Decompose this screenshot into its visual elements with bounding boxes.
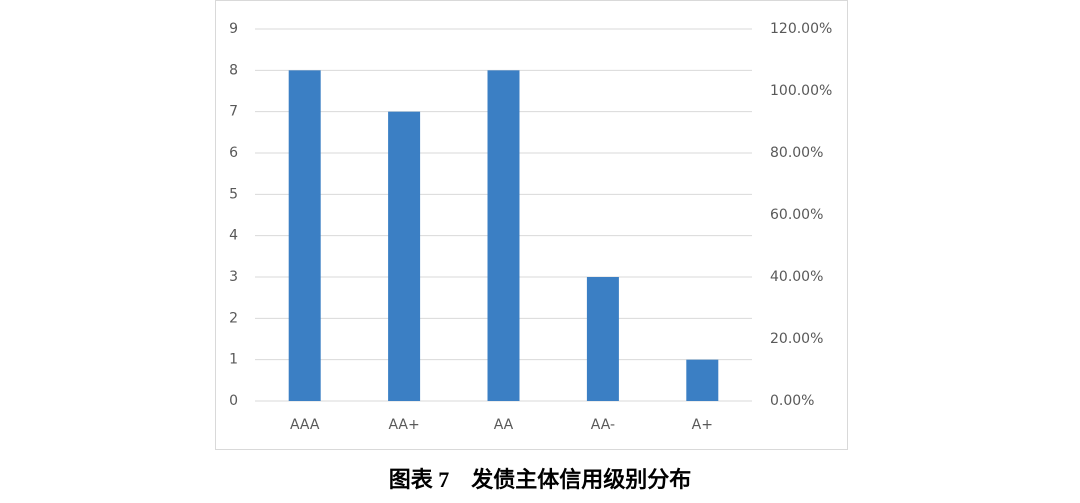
y2-tick-label: 40.00% [770, 269, 823, 285]
y2-tick-label: 0.00% [770, 393, 814, 409]
bar [586, 277, 619, 401]
y-tick-label: 2 [229, 310, 238, 326]
bar [686, 359, 719, 401]
x-tick-label: AA [494, 417, 514, 433]
x-tick-label: A+ [692, 417, 713, 433]
chart-frame [215, 0, 848, 450]
y-tick-label: 4 [229, 228, 238, 244]
y-tick-label: 7 [229, 104, 238, 120]
y2-tick-label: 100.00% [770, 83, 832, 99]
y-tick-label: 6 [229, 145, 238, 161]
x-tick-label: AA- [591, 417, 615, 433]
y-tick-label: 8 [229, 62, 238, 78]
bar [288, 70, 321, 401]
y2-tick-label: 20.00% [770, 331, 823, 347]
y2-tick-label: 60.00% [770, 207, 823, 223]
y-tick-label: 9 [229, 21, 238, 37]
y-tick-label: 5 [229, 186, 238, 202]
bar [388, 111, 421, 402]
chart-title: 图表 7 发债主体信用级别分布 [389, 467, 692, 492]
x-tick-label: AA+ [388, 417, 419, 433]
x-tick-label: AAA [290, 417, 320, 433]
y-tick-label: 1 [229, 352, 238, 368]
y2-tick-label: 120.00% [770, 21, 832, 37]
y2-tick-label: 80.00% [770, 145, 823, 161]
y-tick-label: 0 [229, 393, 238, 409]
y-tick-label: 3 [229, 269, 238, 285]
bar [487, 70, 520, 401]
